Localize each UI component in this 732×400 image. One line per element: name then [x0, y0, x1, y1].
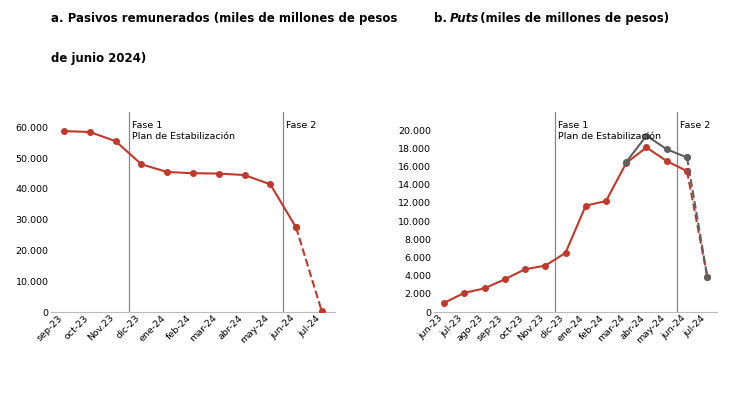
Text: (miles de millones de pesos): (miles de millones de pesos) — [477, 12, 670, 25]
Text: Fase 2: Fase 2 — [286, 121, 316, 130]
Text: Fase 2: Fase 2 — [680, 121, 710, 130]
Text: de junio 2024): de junio 2024) — [51, 52, 146, 65]
Text: a. Pasivos remunerados (miles de millones de pesos: a. Pasivos remunerados (miles de millone… — [51, 12, 397, 25]
Text: Fase 1
Plan de Estabilización: Fase 1 Plan de Estabilización — [132, 121, 235, 141]
Text: Fase 1
Plan de Estabilización: Fase 1 Plan de Estabilización — [559, 121, 662, 141]
Text: b.: b. — [434, 12, 451, 25]
Text: Puts: Puts — [450, 12, 479, 25]
